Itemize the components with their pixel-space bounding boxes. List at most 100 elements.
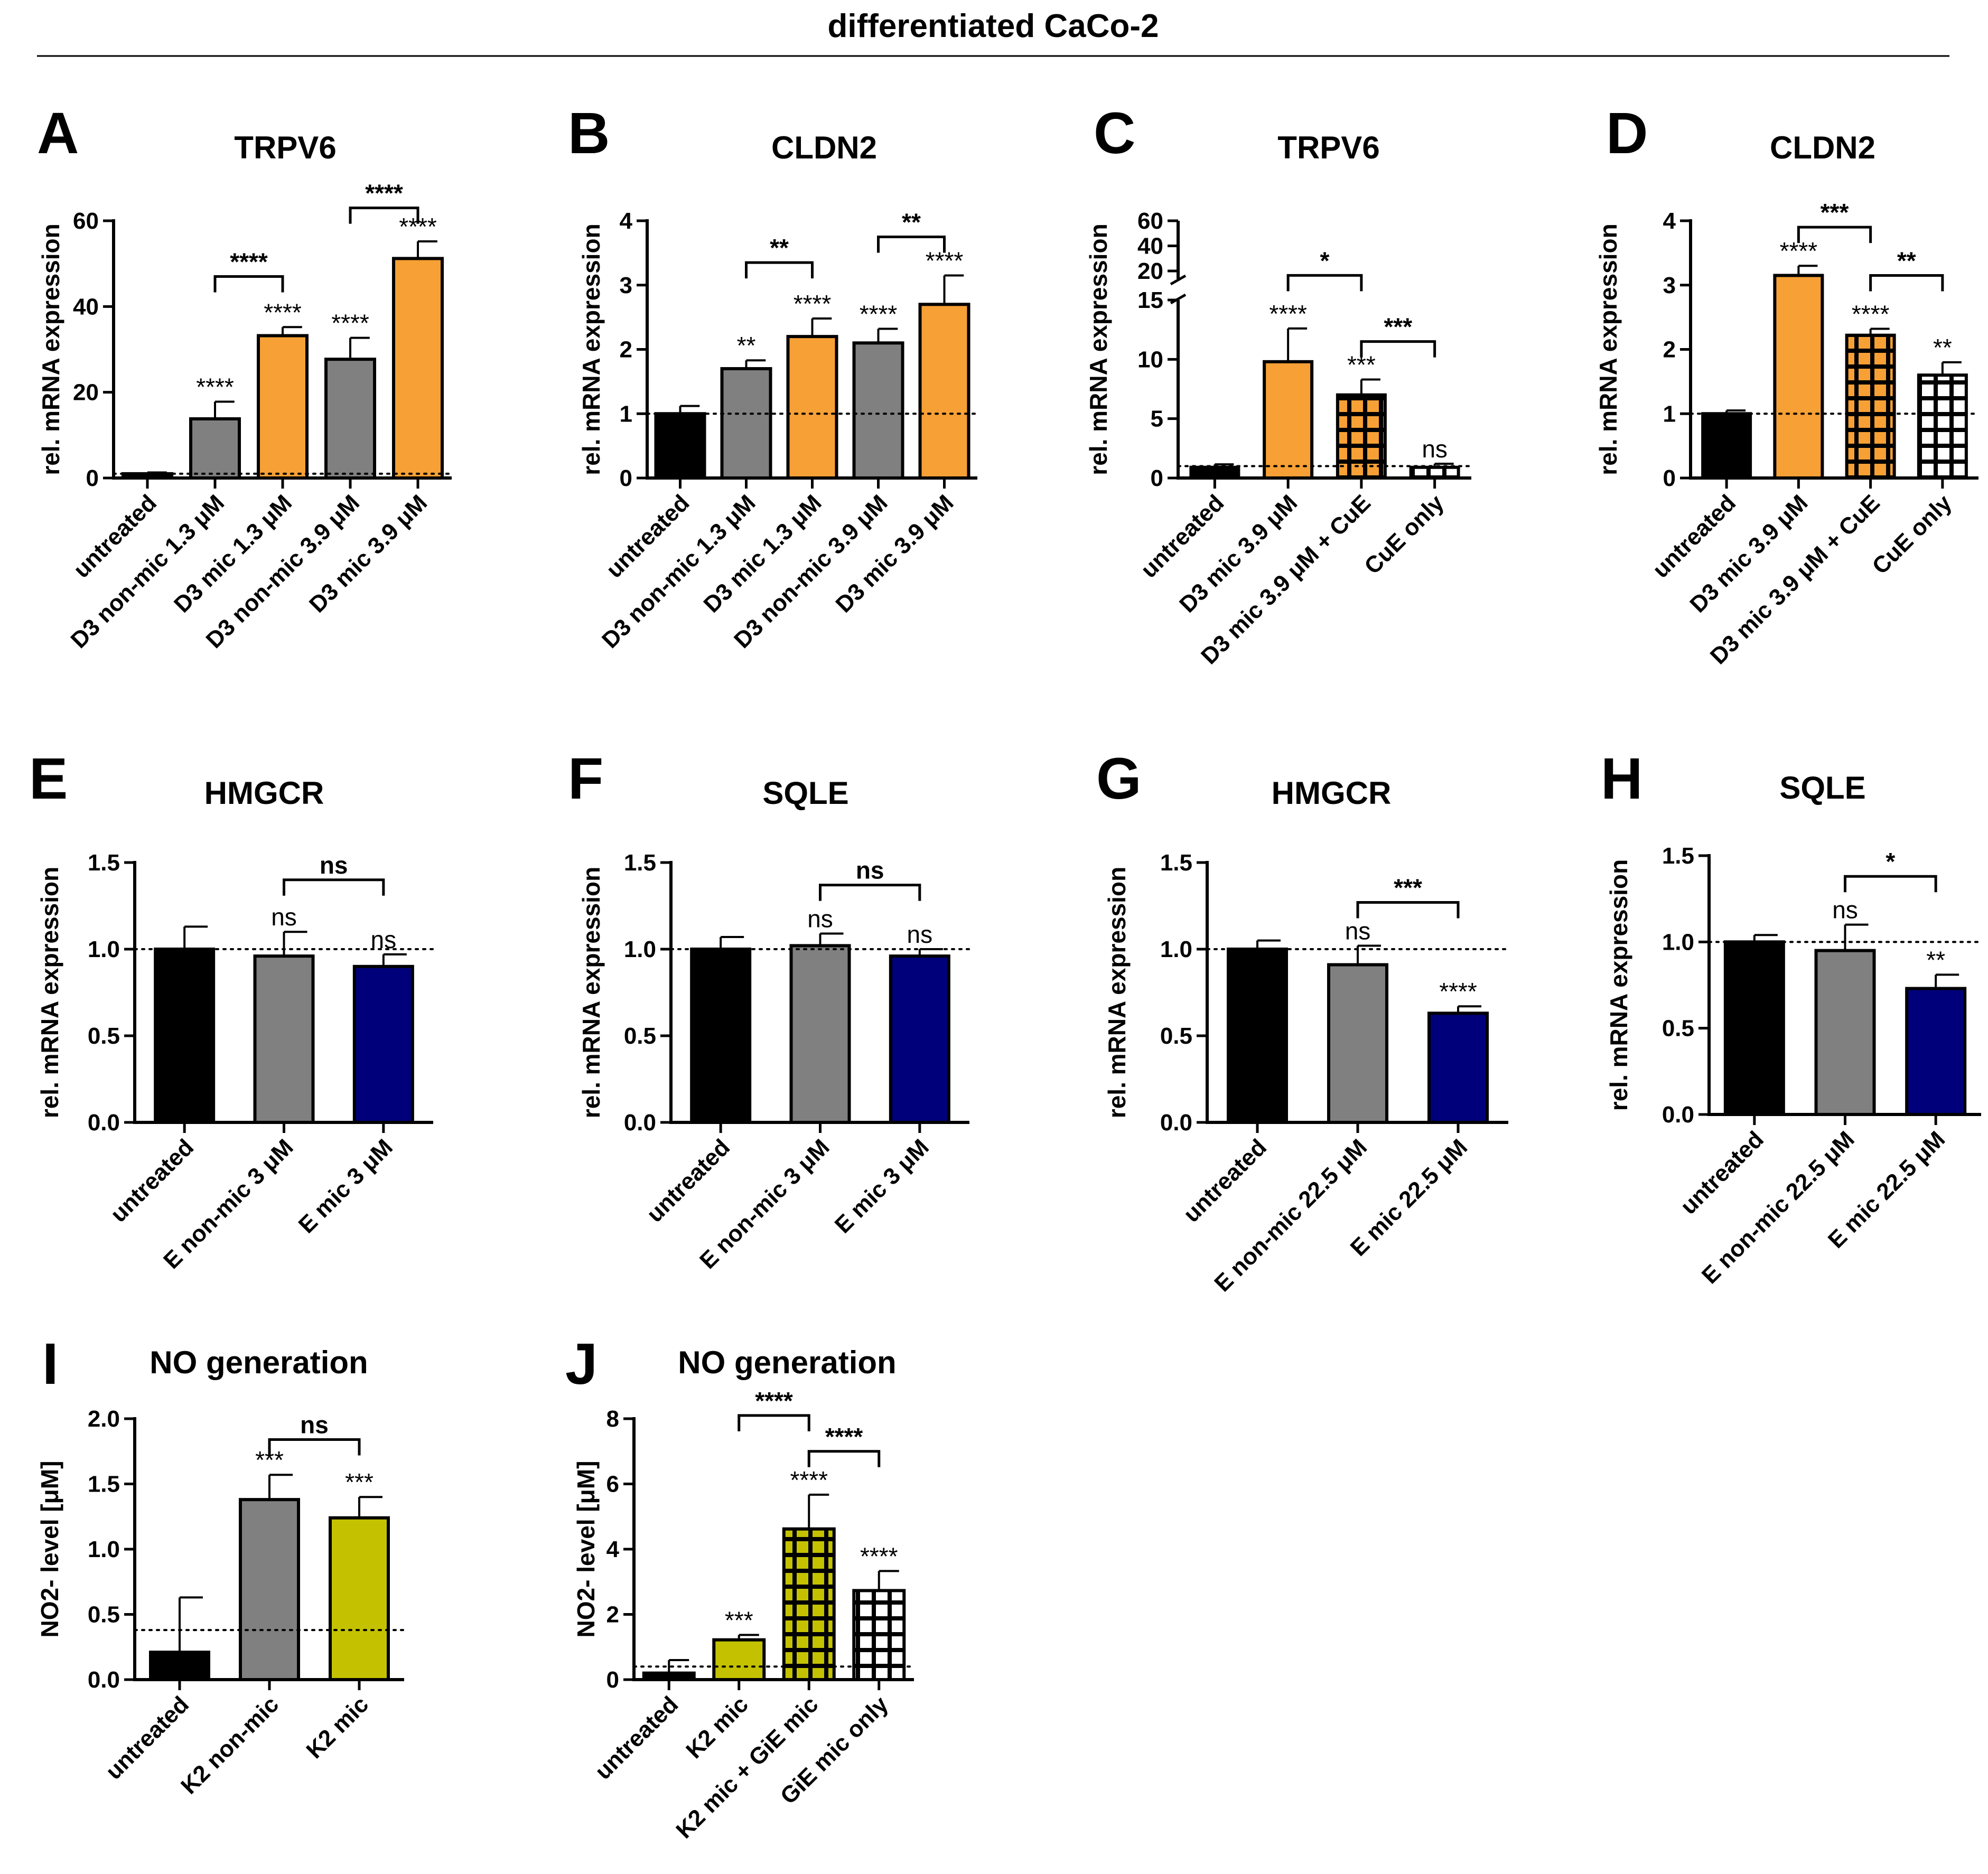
bar-e-mic-3-m: [352, 964, 414, 1125]
panel-g: G HMGCR rel. mRNA expression 0.0 0.5 1.0 1.5 un…: [1096, 746, 1509, 1297]
panel-letter: A: [37, 101, 79, 166]
significance-label: ****: [196, 373, 234, 401]
bar-untreated: [154, 948, 216, 1124]
panel-letter: J: [565, 1332, 598, 1397]
y-tick-label: 0.0: [1160, 1110, 1192, 1136]
chart-title: CLDN2: [1770, 130, 1875, 165]
significance-label: ****: [1852, 301, 1890, 328]
x-tick-label: untreated: [1675, 1126, 1768, 1219]
y-tick-label: 1.5: [1662, 843, 1694, 869]
bracket-label: ****: [825, 1423, 863, 1450]
y-tick-label: 4: [606, 1536, 620, 1562]
bracket-label: **: [902, 208, 921, 236]
y-axis-label: rel. mRNA expression: [36, 867, 63, 1118]
bar-untreated: [690, 948, 752, 1124]
comparison-bracket: [877, 235, 946, 253]
y-axis-label: rel. mRNA expression: [577, 223, 605, 475]
comparison-bracket: [1844, 875, 1937, 893]
y-tick-label: 0.5: [624, 1023, 656, 1049]
y-tick-label: 0.0: [88, 1110, 120, 1136]
x-tick-label: E mic 3 μM: [294, 1134, 398, 1238]
bar-d3-non-mic-1-3-m: [720, 367, 772, 480]
bar-untreated: [149, 1651, 210, 1681]
panel-j: J NO generation NO2- level [μM] 0 2 4 6 8 untrea…: [565, 1332, 915, 1843]
bar-d3-non-mic-3-9-m: [324, 358, 376, 480]
y-tick-label: 1.0: [88, 936, 120, 962]
axis-break-mark: [1170, 274, 1187, 286]
bar-k2-mic-gie-mic: [782, 1527, 836, 1682]
comparison-bracket: [1286, 274, 1363, 292]
significance-label: ****: [860, 301, 898, 328]
chart-title: TRPV6: [234, 130, 336, 165]
bracket-label: ***: [1821, 199, 1849, 226]
significance-label: ns: [271, 903, 297, 931]
y-axis-label: rel. mRNA expression: [1594, 223, 1622, 475]
y-tick-label: 5: [1151, 406, 1163, 432]
bar-d3-mic-1-3-m: [786, 335, 838, 480]
bar-untreated: [1723, 940, 1785, 1117]
y-tick-label: 1.0: [88, 1536, 120, 1562]
figure-title: differentiated CaCo-2: [828, 8, 1159, 44]
significance-label: ns: [807, 905, 833, 932]
comparison-bracket: [268, 1438, 361, 1456]
bar-cue-only: [1409, 465, 1460, 480]
panel-h: H SQLE rel. mRNA expression 0.0 0.5 1.0 1.5 unt…: [1601, 746, 1982, 1289]
y-tick-label: 60: [1137, 208, 1163, 234]
y-axis-label: rel. mRNA expression: [1085, 223, 1112, 475]
comparison-bracket: [738, 1414, 810, 1431]
chart-title: SQLE: [1779, 770, 1865, 805]
y-tick-label: 1.0: [1662, 929, 1694, 955]
bar-e-mic-22-5-m: [1427, 1011, 1489, 1124]
y-axis-label: NO2- level [μM]: [36, 1461, 63, 1638]
y-tick-label: 1.0: [624, 936, 656, 962]
bracket-label: ns: [856, 857, 884, 884]
bar-e-non-mic-22-5-m: [1327, 963, 1388, 1125]
x-tick-label: E non-mic 22.5 μM: [1697, 1126, 1860, 1289]
bar-untreated: [642, 1671, 696, 1681]
bracket-label: **: [770, 234, 789, 261]
bar-untreated: [1189, 465, 1240, 480]
bracket-label: ns: [320, 851, 348, 879]
y-axis-label: rel. mRNA expression: [1103, 867, 1131, 1118]
y-axis-label: rel. mRNA expression: [1605, 859, 1632, 1111]
x-tick-label: untreated: [106, 1134, 199, 1227]
panel-letter: I: [42, 1332, 59, 1397]
y-tick-label: 20: [1137, 258, 1163, 284]
y-axis-label: rel. mRNA expression: [37, 223, 64, 475]
significance-label: **: [737, 332, 756, 359]
bar-e-mic-22-5-m: [1905, 987, 1967, 1116]
panel-letter: G: [1096, 746, 1142, 811]
y-tick-label: 0.0: [624, 1110, 656, 1136]
bar-d3-non-mic-1-3-m: [189, 417, 241, 480]
bar-d3-mic-3-9-m-cue: [1336, 393, 1387, 480]
bar-d3-mic-3-9-m: [1263, 360, 1314, 480]
y-tick-label: 0.5: [1160, 1023, 1192, 1049]
bar-untreated: [1227, 948, 1288, 1124]
bar-gie-mic-only: [852, 1589, 906, 1682]
panel-letter: H: [1601, 746, 1642, 811]
bar-d3-mic-3-9-m: [392, 257, 444, 480]
significance-label: ****: [264, 298, 302, 326]
y-tick-label: 0.5: [1662, 1016, 1694, 1042]
significance-label: ns: [1422, 435, 1448, 463]
bracket-label: ***: [1384, 313, 1412, 341]
y-tick-label: 15: [1137, 287, 1163, 313]
panel-letter: F: [568, 746, 603, 811]
panel-e: E HMGCR rel. mRNA expression 0.0 0.5 1.0 1.5 un…: [29, 746, 434, 1274]
bar-k2-mic: [329, 1516, 390, 1681]
y-tick-label: 0: [606, 1667, 619, 1693]
y-axis-label: NO2- level [μM]: [572, 1461, 600, 1638]
y-tick-label: 0: [1663, 465, 1676, 491]
x-tick-label: D3 mic 1.3 μM: [698, 490, 826, 617]
bracket-label: ****: [230, 248, 268, 276]
chart-title: NO generation: [678, 1345, 896, 1380]
significance-label: ns: [1832, 896, 1858, 924]
y-tick-label: 1: [1663, 401, 1676, 427]
comparison-bracket: [819, 884, 921, 901]
x-tick-label: CuE only: [1359, 490, 1449, 579]
bar-untreated: [1701, 412, 1752, 480]
y-tick-label: 2: [1663, 337, 1676, 363]
